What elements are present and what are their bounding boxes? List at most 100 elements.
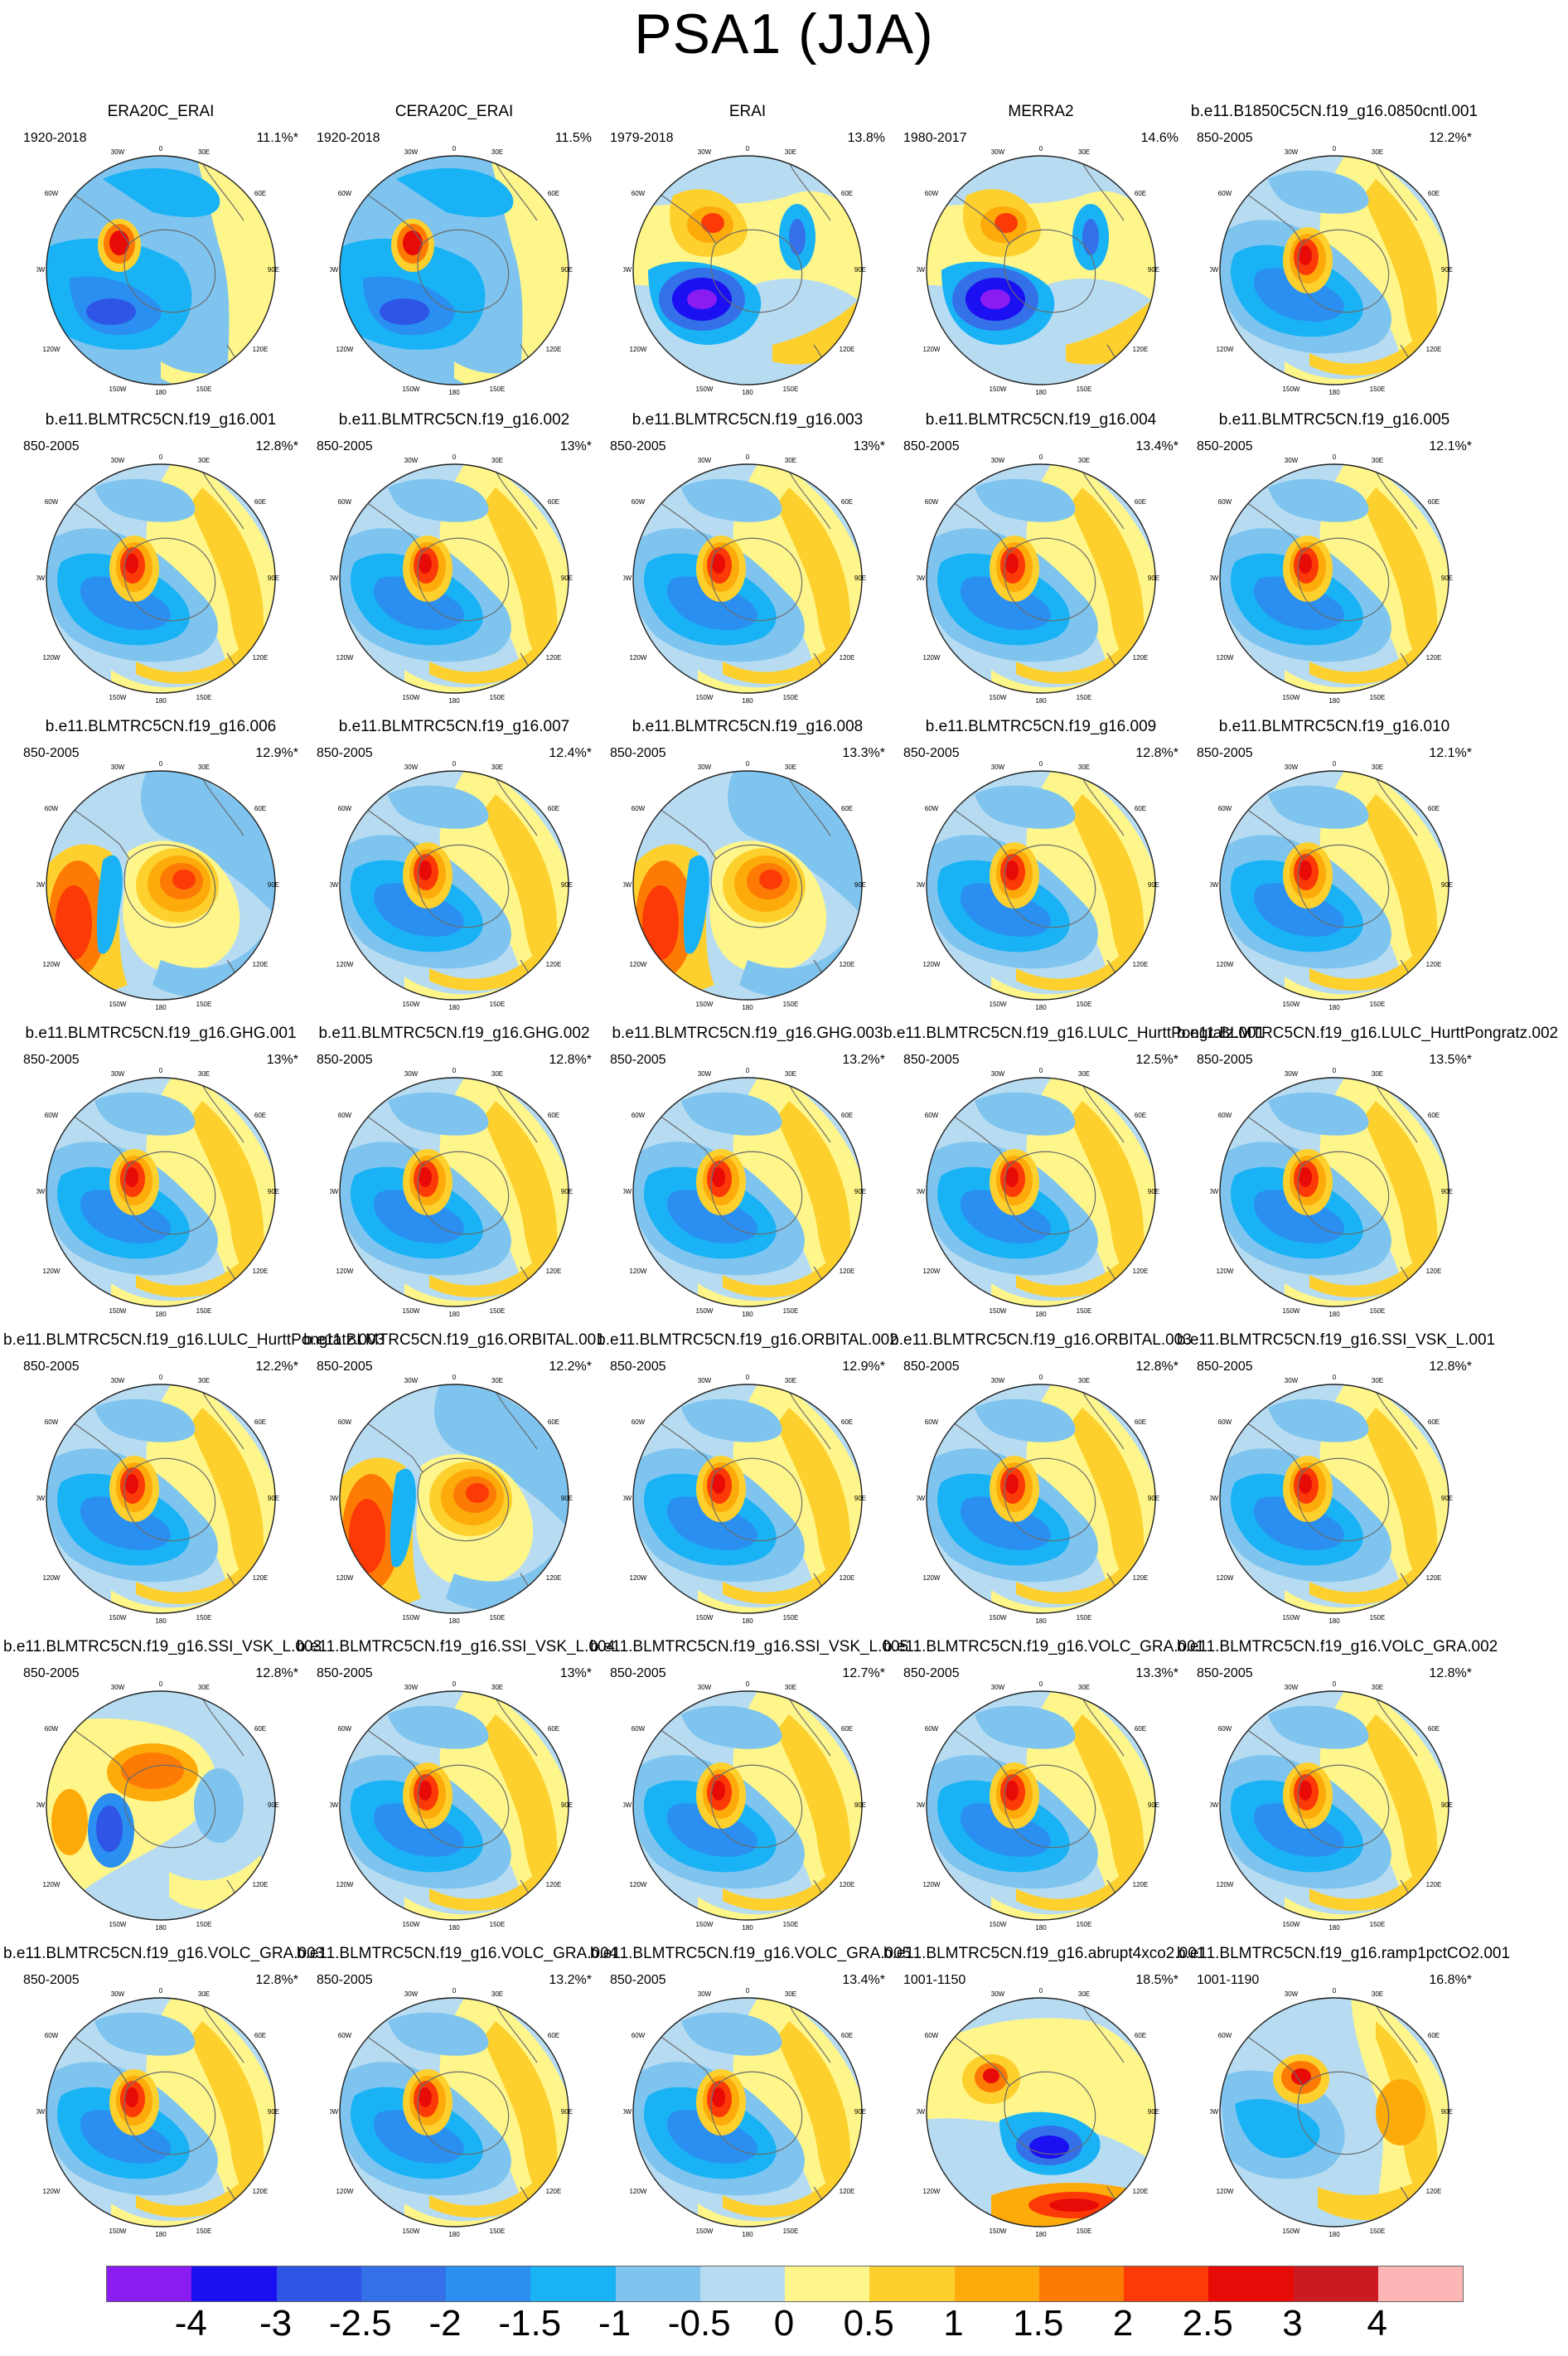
lon-label: 180 xyxy=(155,1924,167,1930)
polar-map: 30W 0 30E 60W 60E 90W 90E 120W 120E 150W 150E 180 xyxy=(36,1681,285,1930)
panel-variance-percent: 12.7%* xyxy=(842,1666,885,1680)
panel-variance-percent: 12.8%* xyxy=(255,1973,298,1987)
lon-label: 120W xyxy=(630,346,647,353)
lon-label: 180 xyxy=(155,697,167,703)
lon-label: 150W xyxy=(990,2228,1007,2235)
lon-label: 30W xyxy=(698,1070,712,1078)
lon-label: 90W xyxy=(330,881,339,889)
panel-variance-percent: 13%* xyxy=(266,1053,298,1067)
panel-variance-percent: 12.8%* xyxy=(1429,1666,1472,1680)
lon-label: 180 xyxy=(155,2231,167,2237)
lon-label: 120W xyxy=(1217,1881,1234,1888)
panel-years: 850-2005 xyxy=(317,439,373,453)
lon-label: 30E xyxy=(1078,1070,1090,1078)
lon-label: 60W xyxy=(45,805,59,812)
lon-label: 30E xyxy=(198,1684,210,1691)
lon-label: 90W xyxy=(1210,1495,1219,1502)
panel-title: b.e11.BLMTRC5CN.f19_g16.SSI_VSK_L.001 xyxy=(1177,1331,1496,1349)
lon-label: 150E xyxy=(196,1307,212,1315)
colorbar-label: 0 xyxy=(773,2303,795,2344)
lon-label: 90W xyxy=(330,1188,339,1195)
lon-label: 30E xyxy=(491,457,503,464)
lon-label: 0 xyxy=(159,761,163,768)
panel-variance-percent: 12.1%* xyxy=(1429,746,1472,760)
lon-label: 0 xyxy=(1333,146,1337,153)
lon-label: 120E xyxy=(1426,654,1442,662)
lon-label: 120W xyxy=(630,1268,647,1275)
panel-years: 850-2005 xyxy=(903,1666,960,1680)
lon-label: 30W xyxy=(698,764,712,771)
lon-label: 30E xyxy=(785,764,796,771)
colorbar-segment xyxy=(954,2266,1039,2301)
lon-label: 60W xyxy=(632,1725,646,1733)
panel-years: 850-2005 xyxy=(317,1053,373,1067)
panel-years: 850-2005 xyxy=(23,439,80,453)
map-panel: b.e11.BLMTRC5CN.f19_g16.GHG.001 850-2005 1… xyxy=(12,1025,310,1323)
lon-label: 0 xyxy=(159,1068,163,1074)
lon-label: 30E xyxy=(1078,1684,1090,1691)
lon-label: 90W xyxy=(1210,1188,1219,1195)
lon-label: 90W xyxy=(36,2108,46,2116)
lon-label: 150E xyxy=(490,1307,506,1315)
colorbar-label: -2 xyxy=(428,2303,462,2344)
lon-label: 150E xyxy=(490,1614,506,1622)
panel-years: 850-2005 xyxy=(317,1360,373,1374)
panel-title: b.e11.B1850C5CN.f19_g16.0850cntl.001 xyxy=(1190,103,1478,120)
lon-label: 90E xyxy=(561,266,573,274)
lon-label: 90E xyxy=(561,881,573,889)
lon-label: 180 xyxy=(1328,1924,1340,1930)
lon-label: 150E xyxy=(1370,1307,1386,1315)
polar-map: 30W 0 30E 60W 60E 90W 90E 120W 120E 150W 150E 180 xyxy=(917,1068,1165,1316)
lon-label: 90W xyxy=(36,574,46,582)
colorbar-segment xyxy=(869,2266,955,2301)
lon-label: 0 xyxy=(159,1374,163,1381)
lon-label: 0 xyxy=(1333,1374,1337,1381)
lon-label: 90E xyxy=(1441,574,1453,582)
lon-label: 120W xyxy=(43,961,60,968)
lon-label: 0 xyxy=(746,761,750,768)
panel-title: CERA20C_ERAI xyxy=(394,103,514,120)
polar-map: 30W 0 30E 60W 60E 90W 90E 120W 120E 150W 150E 180 xyxy=(917,1681,1165,1930)
lon-label: 60W xyxy=(632,1418,646,1426)
lon-label: 60W xyxy=(45,1112,59,1119)
lon-label: 120W xyxy=(923,1268,941,1275)
lon-label: 90W xyxy=(36,266,46,274)
polar-map: 30W 0 30E 60W 60E 90W 90E 120W 120E 150W 150E 180 xyxy=(36,1988,285,2237)
polar-map: 30W 0 30E 60W 60E 90W 90E 120W 120E 150W 150E 180 xyxy=(330,146,578,395)
panel-title: MERRA2 xyxy=(1008,103,1074,120)
lon-label: 180 xyxy=(1328,1617,1340,1623)
lon-label: 150E xyxy=(783,385,799,393)
panel-title: b.e11.BLMTRC5CN.f19_g16.007 xyxy=(338,718,570,735)
lon-label: 60W xyxy=(1218,190,1232,197)
colorbar-segment xyxy=(191,2266,277,2301)
lon-label: 60W xyxy=(338,2032,352,2039)
lon-label: 30W xyxy=(698,148,712,156)
lon-label: 90W xyxy=(623,574,632,582)
colorbar-segment xyxy=(1208,2266,1294,2301)
lon-label: 30W xyxy=(404,1377,419,1384)
colorbar-segment xyxy=(276,2266,361,2301)
lon-label: 90W xyxy=(36,881,46,889)
panel-years: 1920-2018 xyxy=(23,131,87,145)
polar-map: 30W 0 30E 60W 60E 90W 90E 120W 120E 150W 150E 180 xyxy=(36,146,285,395)
lon-label: 60E xyxy=(841,805,853,812)
lon-label: 30E xyxy=(491,1990,503,1998)
lon-label: 30E xyxy=(198,1990,210,1998)
lon-label: 30E xyxy=(785,1070,796,1078)
lon-label: 90W xyxy=(623,1495,632,1502)
polar-map: 30W 0 30E 60W 60E 90W 90E 120W 120E 150W 150E 180 xyxy=(330,1068,578,1316)
lon-label: 60W xyxy=(338,1112,352,1119)
colorbar-label: 1 xyxy=(943,2303,964,2344)
panel-years: 850-2005 xyxy=(610,1666,666,1680)
lon-label: 0 xyxy=(1039,146,1043,153)
lon-label: 150E xyxy=(1077,1921,1092,1928)
lon-label: 90E xyxy=(561,1801,573,1809)
lon-label: 150E xyxy=(1077,1307,1092,1315)
lon-label: 30W xyxy=(111,1684,125,1691)
lon-label: 120W xyxy=(336,346,354,353)
panel-title: b.e11.BLMTRC5CN.f19_g16.ORBITAL.003 xyxy=(890,1331,1192,1349)
polar-map: 30W 0 30E 60W 60E 90W 90E 120W 120E 150W 150E 180 xyxy=(1210,761,1459,1010)
lon-label: 30W xyxy=(1285,1070,1299,1078)
colorbar-label: -3 xyxy=(259,2303,293,2344)
lon-label: 30E xyxy=(198,457,210,464)
